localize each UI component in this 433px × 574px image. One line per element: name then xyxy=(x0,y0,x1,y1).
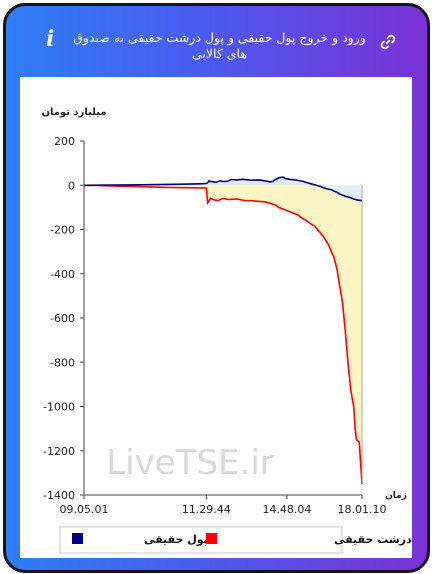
y-tick-label: -800 xyxy=(50,356,75,369)
y-tick-label: 200 xyxy=(54,135,75,148)
card-frame: ورود و خروج پول حقیقی و پول درشت حقیقی ب… xyxy=(3,3,430,573)
series-line-large-real-money xyxy=(83,184,363,484)
x-tick-label: 14.48.04 xyxy=(262,503,311,516)
card-header: ورود و خروج پول حقیقی و پول درشت حقیقی ب… xyxy=(6,6,427,70)
chart-card-title: ورود و خروج پول حقیقی و پول درشت حقیقی ب… xyxy=(73,30,366,61)
y-axis-ticks: 200 0 -200 -400 -600 -800 -1000 -1200 -1400 xyxy=(43,135,84,502)
watermark-text: LiveTSE.ir xyxy=(106,443,274,483)
chart-panel: 200 0 -200 -400 -600 -800 -1000 -1200 -1400 09.0… xyxy=(20,77,427,558)
real-money-fill xyxy=(84,177,362,201)
series-line-real-money xyxy=(83,176,363,202)
y-tick-label: -400 xyxy=(50,268,75,281)
info-icon[interactable]: i xyxy=(46,26,55,52)
x-tick-label: 18.01.10 xyxy=(338,503,387,516)
x-axis-label: زمان xyxy=(385,491,407,501)
large-money-fill xyxy=(84,177,362,484)
y-tick-label: -1200 xyxy=(43,445,75,458)
y-tick-label: -1400 xyxy=(43,489,75,502)
link-icon[interactable] xyxy=(379,33,397,51)
legend: پول حقیقی پول درشت حقیقی xyxy=(59,526,427,554)
legend-swatch-large-real-money xyxy=(206,533,217,544)
legend-swatch-real-money xyxy=(72,533,83,544)
y-tick-label: 0 xyxy=(68,179,75,192)
chart-svg: 200 0 -200 -400 -600 -800 -1000 -1200 -1400 09.0… xyxy=(41,107,427,554)
x-tick-label: 11.29.44 xyxy=(182,503,231,516)
y-tick-label: -200 xyxy=(50,224,75,237)
x-tick-label: 09.05.01 xyxy=(60,503,109,516)
legend-label-real-money: پول حقیقی xyxy=(144,533,208,546)
x-axis-ticks: 09.05.01 11.29.44 14.48.04 18.01.10 xyxy=(60,495,387,516)
y-axis-label: میلیارد تومان xyxy=(41,107,106,118)
legend-box xyxy=(59,526,343,554)
y-tick-label: -1000 xyxy=(43,401,75,414)
y-tick-label: -600 xyxy=(50,312,75,325)
legend-label-large-real-money: پول درشت حقیقی xyxy=(334,533,412,546)
